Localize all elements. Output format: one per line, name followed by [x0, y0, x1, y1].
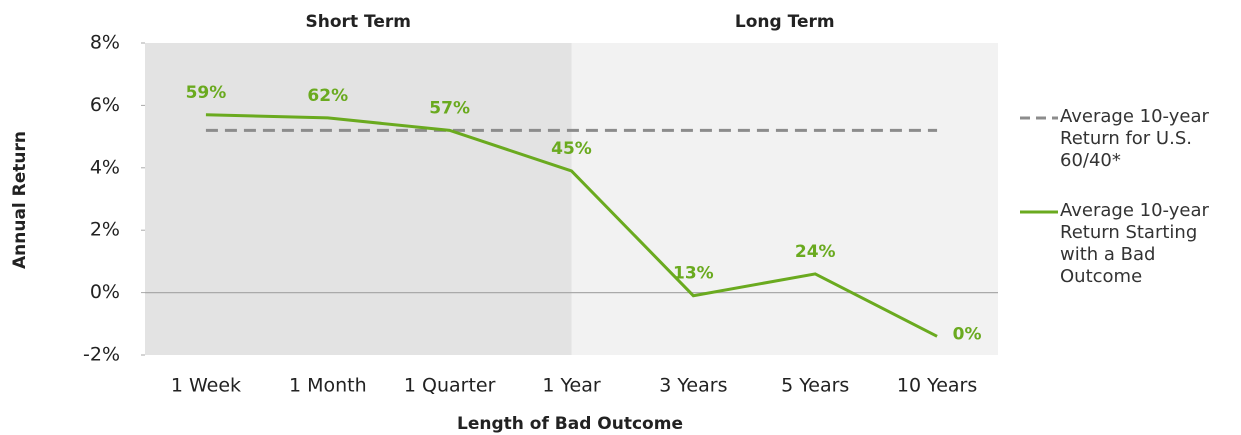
- y-tick-label: 0%: [90, 281, 120, 303]
- point-label: 13%: [673, 264, 714, 284]
- point-label: 57%: [429, 98, 470, 118]
- y-tick-label: 6%: [90, 94, 120, 116]
- legend-label: Average 10-year Return Starting with a B…: [1060, 200, 1209, 287]
- x-tick-label: 1 Year: [542, 375, 601, 397]
- x-axis-title: Length of Bad Outcome: [457, 414, 683, 434]
- legend-swatch: [1020, 210, 1058, 214]
- point-label: 59%: [186, 83, 227, 103]
- x-tick-label: 1 Quarter: [404, 375, 496, 397]
- series-line: [205, 113, 938, 338]
- y-tick-label: 8%: [90, 32, 120, 54]
- region-label: Long Term: [735, 12, 835, 32]
- region: [145, 43, 572, 355]
- x-tick-label: 10 Years: [897, 375, 977, 397]
- x-tick-label: 1 Week: [171, 375, 241, 397]
- legend-swatch: [1020, 116, 1058, 120]
- x-tick-label: 1 Month: [289, 375, 367, 397]
- point-label: 45%: [551, 139, 592, 159]
- region-label: Short Term: [306, 12, 411, 32]
- y-tick-label: -2%: [83, 344, 120, 366]
- point-label: 24%: [795, 242, 836, 262]
- legend-label: Average 10-year Return for U.S. 60/40*: [1060, 106, 1209, 171]
- region: [571, 43, 998, 355]
- x-tick-label: 5 Years: [781, 375, 849, 397]
- y-axis-title: Annual Return: [10, 131, 30, 269]
- x-tick-label: 3 Years: [659, 375, 727, 397]
- point-label: 62%: [307, 86, 348, 106]
- point-label: 0%: [953, 324, 982, 344]
- y-tick-label: 4%: [90, 156, 120, 178]
- y-tick-label: 2%: [90, 219, 120, 241]
